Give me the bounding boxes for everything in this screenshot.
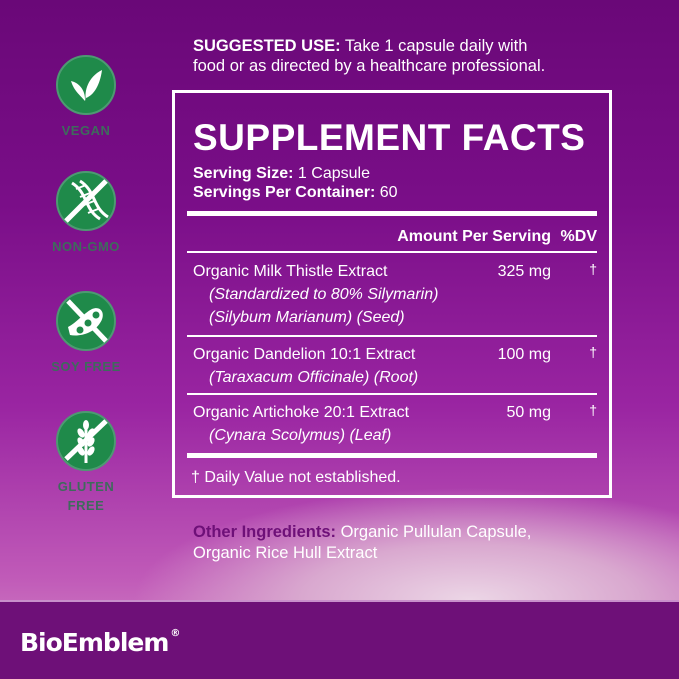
dv: † (589, 261, 597, 277)
dv: † (589, 402, 597, 418)
footnote: † Daily Value not established. (191, 469, 401, 486)
supplement-facts-panel: SUPPLEMENT FACTS Serving Size: 1 Capsule… (172, 90, 612, 498)
footer-band: BioEmblem ® (0, 600, 679, 679)
amount: 325 mg (497, 263, 551, 280)
divider (187, 393, 597, 395)
ingredient-row: Organic Artichoke 20:1 Extract (Cynara Sc… (193, 404, 410, 444)
suggested-use: SUGGESTED USE: Take 1 capsule daily with… (193, 36, 545, 76)
dna-crossed-icon (56, 171, 116, 231)
other-ingredients-text: Organic Pullulan Capsule, (336, 523, 532, 541)
amount: 100 mg (497, 346, 551, 363)
ingredient-row: Organic Milk Thistle Extract (Standardize… (193, 263, 439, 326)
wheat-crossed-icon (56, 411, 116, 471)
gluten-free-label: GLUTEN FREE (57, 479, 115, 513)
badge-soy-free: SOY FREE (51, 291, 120, 376)
divider (187, 453, 597, 458)
badge-non-gmo: NON-GMO (52, 171, 119, 256)
dv-header: %DV (560, 228, 597, 245)
brand-logo: BioEmblem ® (20, 628, 180, 657)
soybean-crossed-icon (56, 291, 116, 351)
suggested-use-text: Take 1 capsule daily with (340, 37, 528, 55)
other-ingredients-text-2: Organic Rice Hull Extract (193, 544, 378, 562)
divider (187, 211, 597, 216)
amount: 50 mg (506, 404, 551, 421)
suggested-use-label: SUGGESTED USE: (193, 37, 341, 55)
amount-header: Amount Per Serving (397, 228, 551, 245)
leaf-icon (56, 55, 116, 115)
servings-per-container: Servings Per Container: 60 (193, 184, 398, 201)
ingredient-row: Organic Dandelion 10:1 Extract (Taraxacum… (193, 346, 419, 386)
panel-title: SUPPLEMENT FACTS (193, 117, 586, 158)
suggested-use-text-2: food or as directed by a healthcare prof… (193, 57, 546, 75)
badge-vegan: VEGAN (56, 55, 116, 140)
serving-size: Serving Size: 1 Capsule (193, 165, 370, 182)
divider (187, 335, 597, 337)
divider (187, 251, 597, 253)
other-ingredients-label: Other Ingredients: (193, 523, 337, 541)
other-ingredients: Other Ingredients: Organic Pullulan Caps… (193, 522, 531, 564)
badge-gluten-free: GLUTEN FREE (56, 411, 116, 515)
dv: † (589, 344, 597, 360)
